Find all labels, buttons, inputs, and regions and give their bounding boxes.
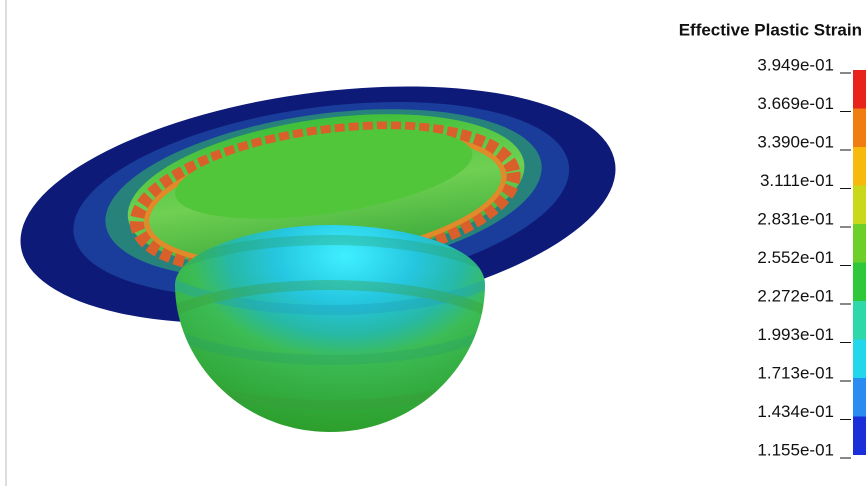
screenshot: Effective Plastic Strain 3.949e-01 3.669e… <box>0 0 866 486</box>
legend-label: 3.669e-01 <box>757 94 834 113</box>
legend-swatch <box>853 301 866 340</box>
legend-label: 2.552e-01 <box>757 248 834 267</box>
legend: Effective Plastic Strain 3.949e-01 3.669e… <box>679 20 866 459</box>
legend-label: 3.111e-01 <box>760 171 834 190</box>
legend-label: 1.993e-01 <box>757 325 834 344</box>
legend-swatch <box>853 340 866 379</box>
legend-label: 2.272e-01 <box>757 286 834 305</box>
legend-swatch <box>853 147 866 186</box>
legend-swatch <box>853 378 866 417</box>
legend-swatch <box>853 109 866 148</box>
legend-label: 1.434e-01 <box>757 402 834 421</box>
legend-swatch <box>853 224 866 263</box>
legend-title: Effective Plastic Strain <box>679 20 862 39</box>
legend-label: 3.949e-01 <box>757 55 834 74</box>
legend-label: 1.155e-01 <box>757 440 834 459</box>
legend-label: 2.831e-01 <box>757 209 834 228</box>
result-view: Effective Plastic Strain 3.949e-01 3.669e… <box>0 0 866 486</box>
legend-swatch <box>853 263 866 302</box>
legend-label: 1.713e-01 <box>757 363 834 382</box>
legend-swatch <box>853 417 866 456</box>
legend-swatch <box>853 70 866 109</box>
legend-label: 3.390e-01 <box>757 132 834 151</box>
legend-swatch <box>853 186 866 225</box>
